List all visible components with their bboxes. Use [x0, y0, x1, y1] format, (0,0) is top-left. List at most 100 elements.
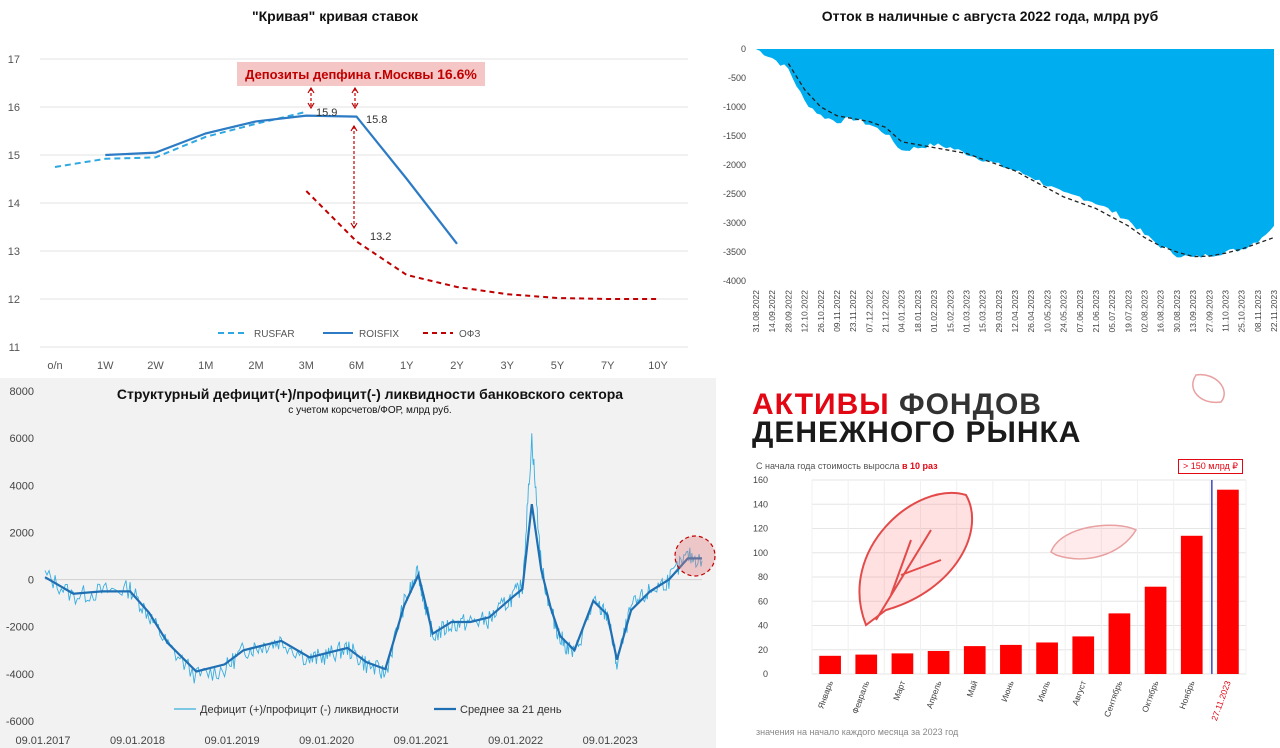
- x-tick-label: 19.07.2023: [1123, 290, 1133, 333]
- y-tick-label: -2000: [723, 160, 746, 170]
- y-tick-label: 160: [753, 475, 768, 485]
- callout-text: Депозиты депфина г.Москвы: [245, 67, 438, 82]
- y-tick-label: -3500: [723, 247, 746, 257]
- y-tick-label: -6000: [6, 716, 34, 728]
- y-tick-label: 80: [758, 572, 768, 582]
- bar: [891, 653, 914, 674]
- liquidity-series: [44, 433, 703, 684]
- leaf-vein-icon: [875, 529, 942, 621]
- mmf-subtitle-bold: в 10 раз: [901, 461, 938, 471]
- y-tick-label: -4000: [6, 669, 34, 681]
- x-tick-label: 24.05.2023: [1059, 290, 1069, 333]
- x-tick-label: 1W: [97, 360, 114, 372]
- bar: [1036, 642, 1058, 674]
- y-tick-label: 16: [8, 102, 20, 114]
- highlight-circle: [674, 535, 716, 577]
- mmf-title-rest: ФОНДОВ: [889, 388, 1042, 421]
- liquidity-subtitle: с учетом корсчетов/ФОР, млрд руб.: [288, 405, 452, 416]
- series-line-2: [305, 190, 658, 300]
- y-tick-label: -1500: [723, 131, 746, 141]
- y-tick-label: 60: [758, 596, 768, 606]
- y-tick-label: 2000: [10, 527, 34, 539]
- liquidity-average-series: [44, 503, 702, 673]
- x-tick-label: Январь: [816, 679, 836, 710]
- x-tick-label: 15.03.2023: [978, 290, 988, 333]
- x-tick-label: 31.08.2022: [751, 290, 761, 333]
- y-tick-label: -500: [728, 73, 746, 83]
- x-tick-label: 09.11.2022: [832, 290, 842, 332]
- y-tick-label: 100: [753, 548, 768, 558]
- x-tick-label: 1M: [198, 360, 213, 372]
- y-tick-label: 40: [758, 621, 768, 631]
- x-tick-label: 2W: [147, 360, 164, 372]
- mmf-subtitle: С начала года стоимость выросла в 10 раз: [756, 461, 938, 471]
- x-tick-label: 26.10.2022: [816, 290, 826, 333]
- x-tick-label: 07.12.2022: [864, 290, 874, 333]
- deposit-callout: Депозиты депфина г.Москвы 16.6%: [237, 62, 485, 86]
- arrow-head: [350, 124, 358, 132]
- trend-line: [787, 63, 1275, 258]
- liquidity-panel: Структурный дефицит(+)/профицит(-) ликви…: [0, 378, 716, 748]
- x-tick-label: Июль: [1035, 679, 1052, 703]
- x-tick-label: 30.08.2023: [1172, 290, 1182, 333]
- x-tick-label: Июнь: [999, 679, 1016, 703]
- x-tick-label: 09.01.2022: [488, 735, 543, 747]
- arrow-head: [307, 86, 315, 94]
- bar: [1144, 586, 1167, 674]
- liquidity-title: Структурный дефицит(+)/профицит(-) ликви…: [116, 386, 624, 402]
- x-tick-label: 21.06.2023: [1091, 290, 1101, 333]
- yield-curve-title: "Кривая" кривая ставок: [251, 8, 419, 24]
- x-tick-label: 15.02.2023: [945, 290, 955, 333]
- y-tick-label: -4000: [723, 276, 746, 286]
- x-tick-label: 1Y: [400, 360, 414, 372]
- bar: [819, 655, 841, 674]
- x-tick-label: 21.12.2022: [881, 290, 891, 333]
- x-tick-label: 09.01.2023: [583, 735, 638, 747]
- x-tick-label: 05.07.2023: [1107, 290, 1117, 333]
- corner-leaf-icon: [1192, 374, 1225, 404]
- x-tick-label: 25.10.2023: [1237, 290, 1247, 333]
- x-tick-label: 01.03.2023: [961, 290, 971, 333]
- small-leaf-icon: [1050, 524, 1138, 560]
- x-tick-label: 07.06.2023: [1075, 290, 1085, 333]
- x-tick-label: 27.09.2023: [1204, 290, 1214, 333]
- x-tick-label: 26.04.2023: [1026, 290, 1036, 333]
- x-tick-label: 02.08.2023: [1140, 290, 1150, 333]
- arrow-head: [351, 102, 359, 110]
- y-tick-label: -2000: [6, 622, 34, 634]
- y-tick-label: 8000: [10, 386, 34, 398]
- annotation-label: 15.9: [316, 107, 337, 119]
- x-tick-label: 7Y: [601, 360, 615, 372]
- mmf-footnote: значения на начало каждого месяца за 202…: [756, 727, 959, 737]
- leaf-logo-icon: [858, 492, 974, 627]
- callout-value: 16.6%: [437, 66, 477, 82]
- bar: [1072, 636, 1095, 674]
- x-tick-label: 27.11.2023: [1209, 679, 1233, 722]
- x-tick-label: Март: [891, 679, 907, 702]
- bar: [1108, 613, 1131, 674]
- x-tick-label: Февраль: [850, 679, 871, 715]
- bar: [1217, 489, 1239, 674]
- y-tick-label: 0: [28, 575, 34, 587]
- y-tick-label: -3000: [723, 218, 746, 228]
- x-tick-label: 22.11.2023: [1269, 290, 1279, 332]
- x-tick-label: 23.11.2022: [848, 290, 858, 332]
- annotation-label: 15.8: [366, 114, 387, 126]
- x-tick-label: 2Y: [450, 360, 464, 372]
- legend-label: RUSFAR: [254, 329, 295, 340]
- y-tick-label: 17: [8, 54, 20, 66]
- cash-outflow-panel: Отток в наличные с августа 2022 года, мл…: [700, 0, 1280, 370]
- x-tick-label: 10.05.2023: [1042, 290, 1052, 333]
- x-tick-label: 13.09.2023: [1188, 290, 1198, 333]
- mmf-title-line2: ДЕНЕЖНОГО РЫНКА: [752, 416, 1082, 449]
- x-tick-label: Май: [965, 679, 980, 698]
- x-tick-label: 18.01.2023: [913, 290, 923, 333]
- liquidity-chart: 8000 6000 4000 2000 0 -2000 -4000 -6000 09.01.20…: [6, 386, 716, 747]
- arrow-head: [351, 86, 359, 94]
- y-tick-label: -1000: [723, 102, 746, 112]
- x-tick-label: 01.02.2023: [929, 290, 939, 333]
- bar: [855, 654, 878, 674]
- x-tick-label: 09.01.2020: [299, 735, 354, 747]
- y-tick-label: 0: [763, 669, 768, 679]
- x-tick-label: 3M: [299, 360, 314, 372]
